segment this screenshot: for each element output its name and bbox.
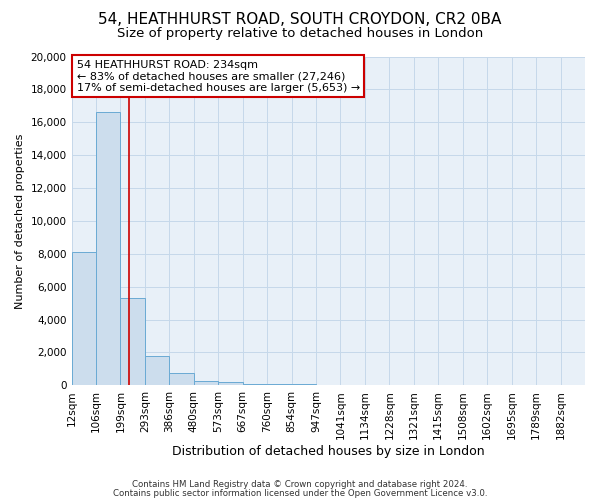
Bar bbox=[121, 298, 145, 386]
Bar bbox=[218, 382, 242, 386]
X-axis label: Distribution of detached houses by size in London: Distribution of detached houses by size … bbox=[172, 444, 485, 458]
Text: 54, HEATHHURST ROAD, SOUTH CROYDON, CR2 0BA: 54, HEATHHURST ROAD, SOUTH CROYDON, CR2 … bbox=[98, 12, 502, 28]
Bar bbox=[194, 381, 218, 386]
Y-axis label: Number of detached properties: Number of detached properties bbox=[15, 133, 25, 308]
Text: Contains public sector information licensed under the Open Government Licence v3: Contains public sector information licen… bbox=[113, 489, 487, 498]
Bar bbox=[145, 356, 169, 386]
Text: Contains HM Land Registry data © Crown copyright and database right 2024.: Contains HM Land Registry data © Crown c… bbox=[132, 480, 468, 489]
Text: Size of property relative to detached houses in London: Size of property relative to detached ho… bbox=[117, 28, 483, 40]
Bar bbox=[267, 384, 292, 386]
Bar bbox=[71, 252, 96, 386]
Bar bbox=[292, 384, 316, 386]
Bar bbox=[96, 112, 121, 386]
Bar bbox=[169, 373, 194, 386]
Bar bbox=[242, 384, 267, 386]
Text: 54 HEATHHURST ROAD: 234sqm
← 83% of detached houses are smaller (27,246)
17% of : 54 HEATHHURST ROAD: 234sqm ← 83% of deta… bbox=[77, 60, 360, 93]
